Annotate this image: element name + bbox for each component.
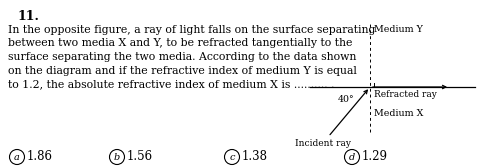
Text: 40°: 40° bbox=[337, 95, 354, 104]
Text: In the opposite figure, a ray of light falls on the surface separating: In the opposite figure, a ray of light f… bbox=[8, 25, 374, 35]
Text: c: c bbox=[229, 152, 234, 161]
Text: to 1.2, the absolute refractive index of medium X is .......... .: to 1.2, the absolute refractive index of… bbox=[8, 79, 334, 89]
Text: on the diagram and if the refractive index of medium Y is equal: on the diagram and if the refractive ind… bbox=[8, 65, 356, 75]
Text: b: b bbox=[114, 152, 120, 161]
Text: between two media X and Y, to be refracted tangentially to the: between two media X and Y, to be refract… bbox=[8, 39, 352, 48]
Text: d: d bbox=[348, 152, 354, 161]
Text: 1.29: 1.29 bbox=[361, 150, 387, 163]
Text: 1.86: 1.86 bbox=[27, 150, 53, 163]
Text: Refracted ray: Refracted ray bbox=[373, 90, 436, 99]
Text: 1.56: 1.56 bbox=[127, 150, 153, 163]
Text: 11.: 11. bbox=[18, 10, 40, 23]
Text: Medium Y: Medium Y bbox=[373, 25, 422, 34]
Text: surface separating the two media. According to the data shown: surface separating the two media. Accord… bbox=[8, 52, 356, 62]
Text: Medium X: Medium X bbox=[373, 109, 422, 118]
Text: a: a bbox=[14, 152, 20, 161]
Text: Incident ray: Incident ray bbox=[294, 139, 350, 148]
Text: 1.38: 1.38 bbox=[241, 150, 267, 163]
